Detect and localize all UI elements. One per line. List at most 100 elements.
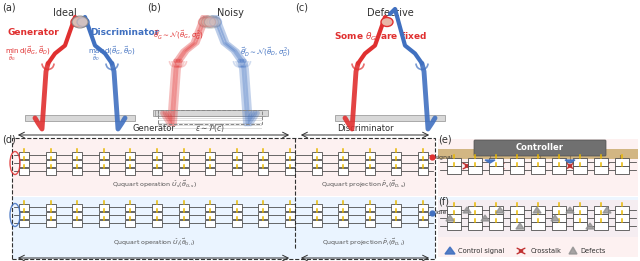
Bar	[19, 168, 29, 175]
Bar	[312, 220, 322, 227]
Polygon shape	[565, 160, 575, 163]
Bar	[489, 166, 503, 174]
Text: $\vec{\theta}_D' \sim \mathcal{N}(\vec{\theta}_D, \sigma_D^2)$: $\vec{\theta}_D' \sim \mathcal{N}(\vec{\…	[240, 45, 291, 58]
Bar	[438, 200, 638, 257]
Bar	[205, 151, 215, 158]
FancyBboxPatch shape	[155, 110, 265, 116]
Bar	[338, 220, 348, 227]
Bar	[338, 204, 348, 211]
Bar	[573, 222, 587, 230]
Bar	[152, 151, 162, 158]
Ellipse shape	[205, 16, 221, 28]
Polygon shape	[516, 223, 524, 229]
FancyBboxPatch shape	[158, 117, 262, 118]
Bar	[312, 211, 322, 218]
Bar	[205, 211, 215, 218]
Bar	[158, 110, 262, 124]
Text: (f): (f)	[438, 197, 449, 207]
Ellipse shape	[77, 17, 89, 27]
Bar	[179, 159, 189, 167]
Bar	[365, 168, 375, 175]
Bar	[438, 197, 638, 237]
Bar	[19, 151, 29, 158]
Bar	[573, 166, 587, 174]
Bar	[447, 166, 461, 174]
Bar	[552, 206, 566, 214]
Bar	[615, 214, 629, 222]
Bar	[510, 206, 524, 214]
FancyBboxPatch shape	[157, 110, 268, 116]
Bar	[72, 151, 82, 158]
Bar	[338, 168, 348, 175]
Bar	[552, 166, 566, 174]
Bar	[205, 220, 215, 227]
Bar	[510, 166, 524, 174]
Bar	[285, 220, 295, 227]
Text: Ququart operation $\hat{U}_s(\vec{\theta}_{G,s})$: Ququart operation $\hat{U}_s(\vec{\theta…	[112, 179, 197, 189]
Bar	[232, 168, 242, 175]
Bar	[285, 211, 295, 218]
Bar	[615, 158, 629, 166]
Bar	[531, 166, 545, 174]
Bar	[125, 168, 136, 175]
Text: Control signal: Control signal	[458, 248, 504, 254]
FancyBboxPatch shape	[158, 120, 262, 121]
Polygon shape	[445, 247, 455, 254]
Bar	[232, 204, 242, 211]
Text: $\min_{\vec{\theta}_G}\,\mathrm{d}(\vec{\theta}_G, \vec{\theta}_D)$: $\min_{\vec{\theta}_G}\,\mathrm{d}(\vec{…	[5, 44, 51, 63]
Bar	[392, 151, 401, 158]
Ellipse shape	[198, 17, 211, 27]
Bar	[259, 159, 268, 167]
Bar	[615, 166, 629, 174]
Polygon shape	[603, 207, 611, 213]
Bar	[489, 222, 503, 230]
Bar	[232, 220, 242, 227]
Polygon shape	[446, 215, 454, 221]
Bar	[312, 151, 322, 158]
Ellipse shape	[202, 16, 218, 28]
Bar	[312, 168, 322, 175]
Bar	[152, 168, 162, 175]
Ellipse shape	[207, 17, 219, 27]
Bar	[573, 158, 587, 166]
Bar	[125, 159, 136, 167]
Bar	[418, 168, 428, 175]
Bar	[259, 151, 268, 158]
Bar	[338, 159, 348, 167]
Bar	[152, 159, 162, 167]
Bar	[594, 214, 608, 222]
Bar	[338, 151, 348, 158]
Bar	[392, 211, 401, 218]
Bar	[232, 211, 242, 218]
Text: Ideal: Ideal	[53, 8, 77, 18]
Bar	[489, 206, 503, 214]
Text: Generate quantum data $\hat{\rho}(\vec{\theta}_G)$: Generate quantum data $\hat{\rho}(\vec{\…	[106, 260, 201, 261]
Bar	[392, 204, 401, 211]
Bar	[531, 158, 545, 166]
Text: (a): (a)	[2, 2, 15, 12]
Bar	[510, 158, 524, 166]
FancyBboxPatch shape	[335, 115, 445, 121]
Bar	[152, 211, 162, 218]
Polygon shape	[586, 223, 594, 229]
Bar	[438, 149, 638, 159]
Bar	[179, 168, 189, 175]
Ellipse shape	[205, 17, 216, 27]
Text: Defective: Defective	[367, 8, 413, 18]
Text: Some $\theta_{G_i}$ are fixed: Some $\theta_{G_i}$ are fixed	[333, 30, 426, 44]
Bar	[468, 166, 482, 174]
Bar	[285, 168, 295, 175]
Text: Crosstalk: Crosstalk	[531, 248, 562, 254]
Bar	[99, 159, 109, 167]
Bar	[438, 139, 638, 196]
Bar	[510, 214, 524, 222]
Bar	[72, 159, 82, 167]
Bar	[285, 204, 295, 211]
Ellipse shape	[201, 17, 213, 27]
Bar	[594, 166, 608, 174]
Bar	[99, 168, 109, 175]
Bar	[45, 151, 56, 158]
Bar	[259, 204, 268, 211]
Ellipse shape	[71, 17, 83, 27]
Bar	[531, 222, 545, 230]
